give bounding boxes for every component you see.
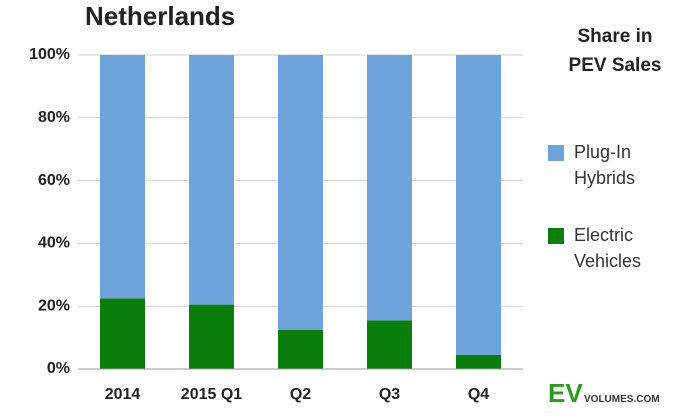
legend-label: Electric Vehicles [574,225,642,271]
legend-swatch [548,145,564,161]
bar-segment [456,55,501,355]
bar-segment [278,55,323,330]
y-tick-label: 0% [47,360,70,377]
legend-title: Share in PEV Sales [568,26,662,76]
logo-text: VOLUMES.COM [584,394,660,405]
x-tick-label: Q2 [290,386,311,403]
x-tick-label: 2014 [105,386,141,403]
x-tick-label: 2015 Q1 [181,386,242,403]
y-tick-label: 60% [38,172,70,189]
logo-mark: EV [548,378,583,408]
bar-segment [456,354,501,369]
bar-segment [367,320,412,369]
bar-segment [189,304,234,369]
x-tick-label: Q3 [379,386,400,403]
y-tick-label: 80% [38,109,70,126]
chart-title: Netherlands [85,1,235,31]
bar-segment [189,55,234,305]
bar-segment [367,55,412,321]
y-tick-label: 20% [38,297,70,314]
y-tick-label: 40% [38,235,70,252]
legend-swatch [548,228,564,244]
y-tick-label: 100% [29,46,70,63]
bar-segment [100,298,145,369]
bar-segment [278,329,323,369]
legend-label: Plug-In Hybrids [574,142,636,188]
bar-segment [100,55,145,299]
x-tick-label: Q4 [468,386,489,403]
